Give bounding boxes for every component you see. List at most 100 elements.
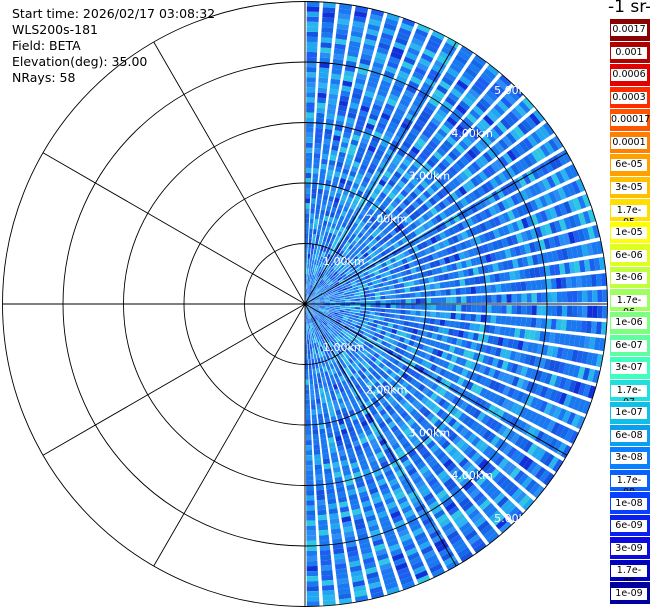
ray-gate	[532, 305, 537, 315]
ray-gate	[305, 354, 307, 359]
ray-gate	[307, 329, 309, 334]
ray-gate	[354, 315, 359, 318]
ray-gate	[306, 279, 307, 284]
ray-gate	[466, 296, 471, 303]
ray-gate	[305, 238, 308, 243]
colorbar-tick-label: 6e-05	[611, 159, 647, 171]
ray-gate	[319, 535, 329, 541]
ray-gate	[374, 316, 380, 320]
ray-gate	[556, 278, 562, 289]
ray-gate	[416, 305, 421, 310]
ray-gate	[428, 277, 434, 283]
ray-gate	[430, 318, 436, 324]
ray-gate	[501, 294, 506, 302]
ray-gate	[410, 310, 415, 315]
ray-gate	[496, 316, 502, 325]
ray-gate	[491, 315, 497, 323]
ray-gate	[320, 550, 331, 556]
ray-gate	[413, 280, 419, 286]
ray-gate	[314, 454, 321, 460]
ray-gate	[307, 47, 318, 52]
ray-gate	[313, 353, 316, 358]
ray-gate	[306, 143, 313, 148]
ray-gate	[321, 32, 333, 38]
ray-gate	[312, 343, 315, 348]
ray-gate	[316, 353, 319, 358]
ray-gate	[399, 283, 405, 288]
ray-gate	[324, 412, 330, 418]
ray-gate	[320, 555, 331, 561]
colorbar-tick-label: 0.0001	[611, 137, 647, 149]
ray-gate	[551, 278, 557, 289]
ray-gate	[310, 389, 314, 394]
ray-gate	[306, 203, 310, 208]
ray-gate	[373, 284, 379, 288]
ray-gate	[407, 275, 413, 281]
ray-gate	[318, 83, 328, 89]
ray-gate	[526, 281, 532, 291]
colorbar-cell: 3e-09	[610, 536, 650, 559]
ray-gate	[365, 301, 370, 304]
colorbar-tick-label: 1.7e-07	[611, 385, 647, 397]
ray-gate	[306, 128, 313, 133]
ray-gate	[537, 305, 542, 315]
ray-gate	[577, 306, 582, 318]
ray-gate	[536, 280, 542, 290]
ray-gate	[576, 320, 582, 332]
ray-gate	[567, 306, 572, 317]
azimuth-spoke	[154, 42, 305, 304]
ray-gate	[306, 178, 311, 183]
ray-gate	[306, 526, 316, 531]
ray-gate	[522, 293, 527, 302]
ray-gate	[317, 373, 321, 379]
ray-gate	[406, 299, 411, 303]
ray-gate	[306, 440, 312, 445]
ray-gate	[306, 495, 314, 500]
ray-gate	[377, 325, 383, 330]
ray-gate	[305, 344, 307, 349]
colorbar-cell: 1.7e-08	[610, 469, 650, 492]
ray-gate	[370, 311, 375, 315]
ray-gate	[376, 300, 381, 303]
ray-gate	[445, 313, 451, 319]
ray-gate	[322, 403, 327, 409]
ray-gate	[307, 339, 309, 344]
ray-gate	[383, 322, 389, 327]
ray-gate	[315, 394, 320, 400]
ray-gate	[327, 432, 333, 438]
ray-gate	[571, 320, 577, 332]
ray-gate	[390, 290, 395, 294]
ray-gate	[557, 306, 562, 317]
ray-gate	[319, 383, 323, 389]
colorbar-cell: 0.0001	[610, 131, 650, 154]
ray-gate	[371, 327, 377, 332]
ray-gate	[587, 306, 592, 318]
ray-gate	[322, 585, 334, 591]
ray-gate	[326, 206, 331, 212]
colorbar-cell: 1e-06	[610, 311, 650, 334]
ray-gate	[309, 339, 311, 344]
ray-gate	[465, 287, 471, 294]
ray-gate	[306, 82, 315, 87]
ray-gate	[306, 213, 310, 218]
ray-gate	[335, 300, 340, 302]
ray-gate	[562, 306, 567, 317]
ray-gate	[321, 438, 327, 444]
ray-gate	[350, 302, 355, 304]
colorbar-tick-label: 3e-07	[611, 362, 647, 374]
ray-gate	[374, 288, 380, 292]
ray-gate	[314, 158, 320, 164]
ray-gate	[319, 530, 329, 536]
ray-gate	[377, 279, 383, 284]
ray-gate	[305, 264, 307, 269]
ray-gate	[409, 322, 415, 327]
ray-gate	[306, 72, 316, 77]
ray-gate	[327, 381, 332, 387]
ray-gate	[306, 193, 311, 198]
ray-gate	[326, 427, 332, 433]
ray-gate	[306, 460, 313, 465]
colorbar-cell: 3e-08	[610, 446, 650, 469]
azimuth-spoke	[43, 153, 305, 304]
ray-gate	[430, 284, 436, 290]
